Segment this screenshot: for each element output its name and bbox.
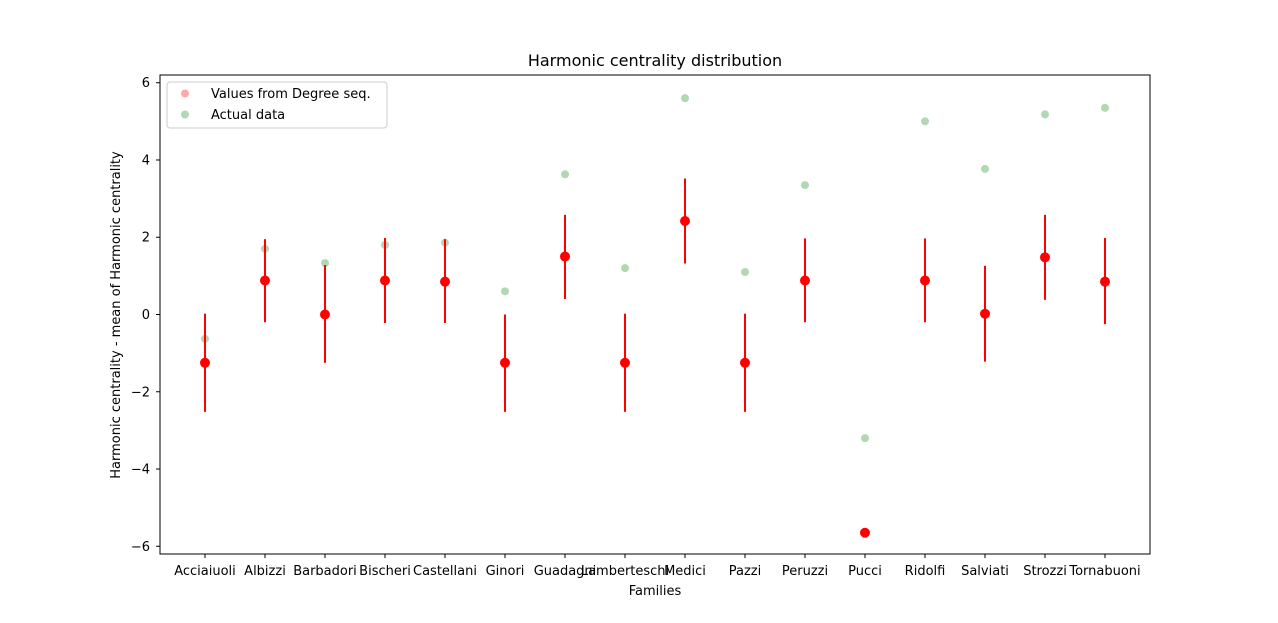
x-tick-label: Bischeri [359, 564, 411, 579]
actual-data-point [681, 94, 689, 103]
x-tick-label: Strozzi [1023, 564, 1067, 579]
actual-data-point [861, 434, 869, 443]
actual-data-point [621, 264, 629, 273]
degree-seq-point [320, 309, 330, 320]
legend-marker-actual-data [181, 110, 189, 119]
x-tick-label: Medici [664, 564, 706, 579]
degree-seq-point [680, 216, 690, 227]
actual-data-point [1101, 103, 1109, 112]
degree-seq-point [440, 276, 450, 287]
x-axis-label: Families [629, 584, 682, 599]
y-tick-label: −2 [131, 385, 150, 400]
degree-seq-point [980, 308, 990, 319]
degree-seq-point [1040, 252, 1050, 263]
actual-data-point [741, 268, 749, 277]
y-tick-label: 2 [142, 231, 150, 246]
actual-data-point [921, 117, 929, 126]
actual-data-point [501, 287, 509, 296]
degree-seq-point [620, 357, 630, 368]
y-tick-label: 0 [142, 308, 150, 323]
x-tick-label: Castellani [413, 564, 477, 579]
x-tick-label: Salviati [961, 564, 1009, 579]
x-tick-label: Pucci [848, 564, 882, 579]
y-tick-label: −4 [131, 463, 150, 478]
x-tick-label: Ginori [486, 564, 525, 579]
chart-title: Harmonic centrality distribution [528, 51, 782, 70]
legend-label-degree-seq: Values from Degree seq. [211, 87, 371, 102]
y-tick-label: 6 [142, 76, 150, 91]
y-axis-label: Harmonic centrality - mean of Harmonic c… [109, 151, 124, 479]
degree-seq-point [380, 275, 390, 286]
x-tick-label: Guadagni [534, 564, 597, 579]
degree-seq-point [560, 251, 570, 262]
degree-seq-point [1100, 276, 1110, 287]
y-tick-label: −6 [131, 540, 150, 555]
plot-frame [159, 74, 1151, 555]
degree-seq-point [500, 357, 510, 368]
y-tick-label: 4 [142, 153, 150, 168]
degree-seq-point [800, 275, 810, 286]
actual-data-point [561, 170, 569, 179]
x-tick-label: Albizzi [244, 564, 286, 579]
x-tick-label: Tornabuoni [1068, 564, 1140, 579]
actual-data-point [321, 259, 329, 268]
x-tick-label: Barbadori [293, 564, 357, 579]
x-tick-label: Peruzzi [782, 564, 828, 579]
x-tick-label: Lamberteschi [581, 564, 669, 579]
legend: Values from Degree seq. Actual data [166, 81, 388, 129]
degree-seq-point [740, 357, 750, 368]
x-tick-label: Pazzi [729, 564, 761, 579]
degree-seq-point [260, 275, 270, 286]
y-axis: −6 −4 −2 0 2 4 6 [131, 76, 160, 555]
legend-box [166, 81, 388, 129]
legend-label-actual-data: Actual data [211, 108, 285, 123]
degree-seq-point [860, 527, 870, 538]
x-tick-label: Ridolfi [905, 564, 946, 579]
actual-data-point [801, 181, 809, 190]
actual-data-point [1041, 110, 1049, 119]
legend-marker-degree-seq [181, 89, 189, 98]
x-tick-label: Acciaiuoli [174, 564, 236, 579]
data-marks [200, 94, 1110, 538]
degree-seq-point [200, 357, 210, 368]
x-axis: Acciaiuoli Albizzi Barbadori Bischeri Castel… [174, 554, 1141, 579]
actual-data-point [981, 164, 989, 173]
degree-seq-point [920, 275, 930, 286]
